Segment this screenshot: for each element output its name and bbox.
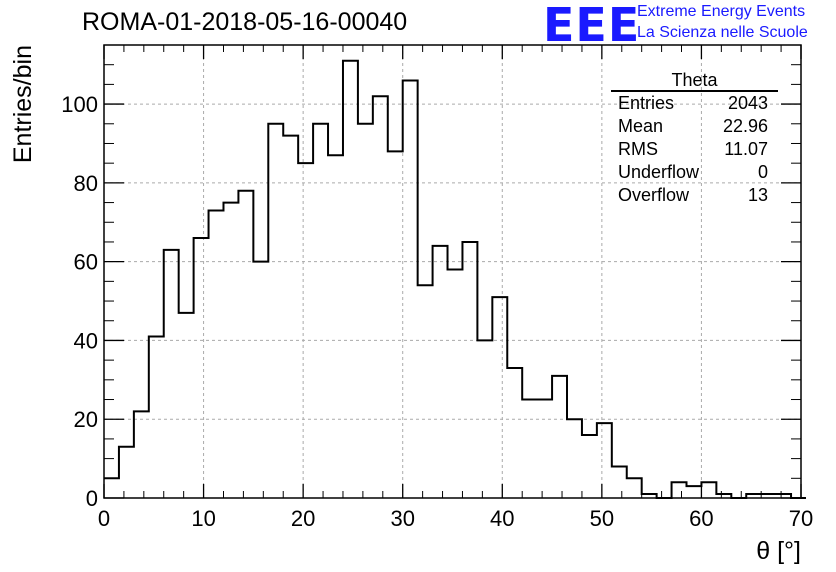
stats-value: 22.96 (722, 116, 768, 136)
stats-row-entries: Entries 2043 (611, 92, 778, 115)
stats-value: 0 (757, 162, 768, 182)
logo-caption-2: La Scienza nelle Scuole (637, 24, 808, 41)
stats-label: Mean (618, 116, 664, 136)
stats-label: Underflow (618, 162, 700, 182)
x-tick-labels: 0 10 20 30 40 50 60 70 (98, 506, 813, 531)
y-tick-label: 0 (86, 486, 98, 511)
x-tick-label: 60 (689, 506, 713, 531)
stats-label: Overflow (618, 185, 690, 205)
stats-value: 2043 (727, 93, 768, 113)
y-axis-label: Entries/bin (9, 45, 37, 163)
stats-row-rms: RMS 11.07 (611, 138, 778, 161)
y-tick-label: 100 (61, 92, 98, 117)
y-tick-labels: 0 20 40 60 80 100 (61, 92, 98, 511)
eee-logo: EEE (543, 0, 641, 52)
x-tick-label: 10 (191, 506, 215, 531)
stats-label: Entries (618, 93, 675, 113)
stats-label: RMS (618, 139, 658, 159)
y-tick-label: 80 (74, 171, 98, 196)
x-axis-label: θ [°] (756, 537, 801, 565)
y-tick-label: 60 (74, 250, 98, 275)
y-tick-label: 40 (74, 328, 98, 353)
stats-value: 11.07 (724, 139, 768, 159)
x-tick-label: 0 (98, 506, 110, 531)
axis-ticks (103, 44, 802, 499)
stats-row-mean: Mean 22.96 (611, 115, 778, 138)
plot-frame (103, 44, 802, 499)
logo-caption-1: Extreme Energy Events (637, 3, 806, 20)
stats-title: Theta (611, 70, 778, 92)
x-tick-label: 70 (789, 506, 813, 531)
x-tick-label: 40 (490, 506, 514, 531)
stats-row-underflow: Underflow 0 (611, 161, 778, 184)
stats-row-overflow: Overflow 13 (611, 184, 778, 207)
grid-lines (104, 45, 801, 498)
x-tick-label: 30 (390, 506, 414, 531)
y-tick-label: 20 (74, 407, 98, 432)
stats-value: 13 (747, 185, 768, 205)
x-tick-label: 50 (590, 506, 614, 531)
x-tick-label: 20 (291, 506, 315, 531)
stats-box: Theta Entries 2043 Mean 22.96 RMS 11.07 Und… (611, 70, 778, 207)
histogram-line (104, 59, 806, 499)
run-title: ROMA-01-2018-05-16-00040 (82, 8, 408, 36)
